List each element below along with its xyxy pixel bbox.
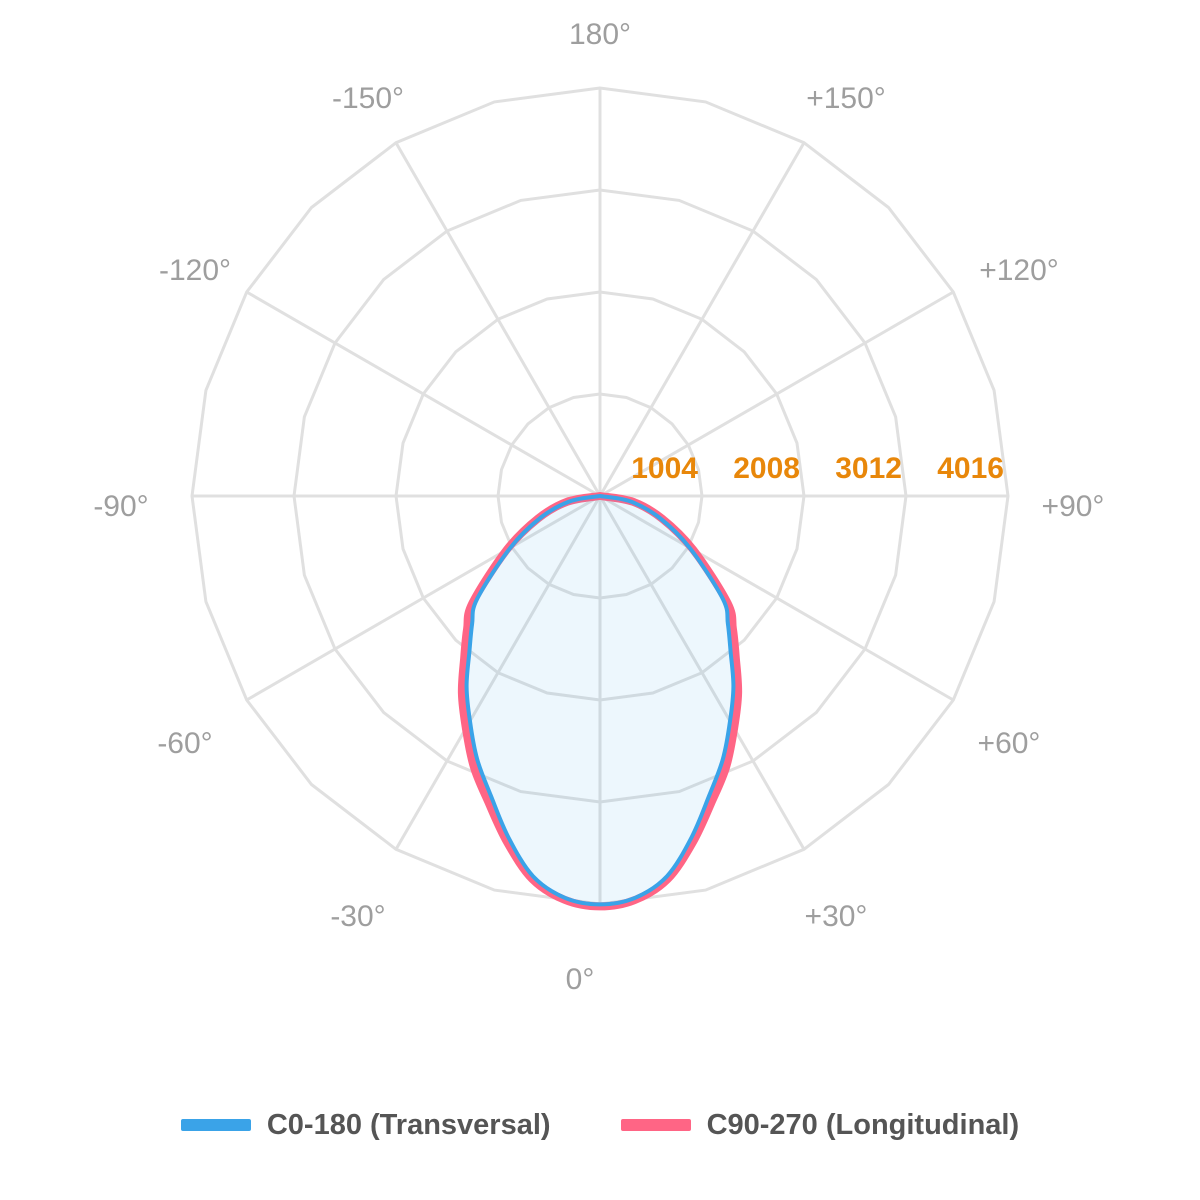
legend-swatch-transversal	[180, 1119, 251, 1131]
angle-label: +120°	[979, 254, 1059, 287]
radial-tick-label: 3012	[835, 452, 902, 485]
grid-spoke	[394, 495, 602, 851]
series-line-transversal	[464, 494, 736, 907]
radial-tick-label: 1004	[631, 452, 698, 485]
angle-label: 180°	[569, 18, 631, 51]
grid-spoke	[598, 141, 806, 497]
series-layer	[457, 492, 743, 911]
radial-tick-label: 4016	[937, 452, 1004, 485]
angle-label: 0°	[566, 963, 595, 996]
legend-item-transversal[interactable]: C0-180 (Transversal)	[180, 1108, 551, 1142]
legend-label-longitudinal: C90-270 (Longitudinal)	[706, 1108, 1020, 1141]
polar-chart: 180° +150° +120° +90° +60° +30° 0° -30° -60° -90°…	[93, 18, 1104, 996]
angle-label: -150°	[332, 82, 404, 115]
angle-label: +30°	[805, 900, 868, 933]
angle-label: +90°	[1042, 490, 1105, 523]
legend-swatch-longitudinal	[620, 1119, 691, 1131]
angle-label: -120°	[159, 254, 231, 287]
legend-item-longitudinal[interactable]: C90-270 (Longitudinal)	[620, 1108, 1020, 1142]
angle-label: -30°	[330, 900, 385, 933]
grid-spoke	[598, 495, 806, 851]
grid-spoke	[599, 494, 955, 702]
grid-spoke	[394, 141, 602, 497]
angle-label: +60°	[978, 727, 1041, 760]
polar-grid	[190, 86, 1010, 906]
label-layer: 180° +150° +120° +90° +60° +30° 0° -30° -60° -90°…	[93, 18, 1104, 996]
legend-label-transversal: C0-180 (Transversal)	[266, 1108, 551, 1141]
angle-label: -90°	[93, 490, 148, 523]
angle-label: +150°	[806, 82, 886, 115]
grid-spoke	[245, 494, 601, 702]
angle-label: -60°	[157, 727, 212, 760]
legend: C0-180 (Transversal) C90-270 (Longitudin…	[0, 1100, 1200, 1150]
grid-spoke	[599, 290, 955, 498]
grid-spoke	[245, 290, 601, 498]
radial-tick-label: 2008	[733, 452, 800, 485]
